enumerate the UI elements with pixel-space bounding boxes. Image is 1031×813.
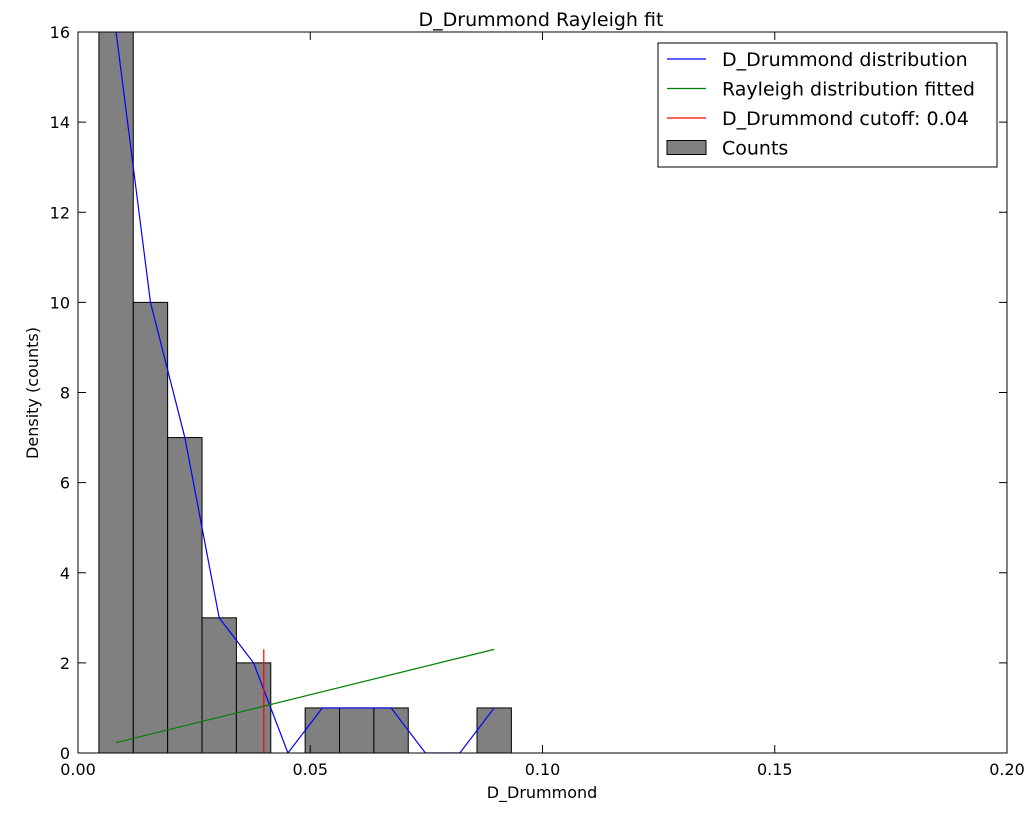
series-line	[115, 648, 495, 744]
y-tick-label: 10	[50, 293, 70, 312]
x-tick-label: 0.00	[60, 760, 96, 779]
x-tick-label: 0.20	[989, 760, 1025, 779]
histogram-bar	[132, 301, 169, 753]
legend-label: D_Drummond cutoff: 0.04	[722, 108, 969, 130]
chart-title: D_Drummond Rayleigh fit	[419, 9, 664, 31]
histogram-bar	[235, 662, 272, 753]
y-tick-label: 14	[50, 113, 70, 132]
y-axis-label: Density (counts)	[23, 327, 42, 459]
histogram-bar	[476, 707, 512, 753]
y-tick-label: 12	[50, 203, 70, 222]
y-tick-label: 6	[60, 474, 70, 493]
legend-swatch	[666, 140, 707, 155]
histogram-bar	[98, 32, 134, 753]
y-axis: 0 2 4 6 8 10 12 14 16	[50, 23, 1007, 763]
x-axis-label: D_Drummond	[487, 783, 598, 803]
y-tick-label: 16	[50, 23, 70, 42]
legend-label: D_Drummond distribution	[722, 49, 968, 71]
x-axis: 0.00 0.05 0.10 0.15 0.20	[60, 32, 1025, 779]
histogram-bar	[167, 437, 203, 753]
histogram-bar	[373, 707, 409, 753]
legend-label: Rayleigh distribution fitted	[722, 79, 975, 101]
y-tick-label: 0	[60, 744, 70, 763]
y-tick-label: 4	[60, 564, 70, 583]
x-tick-label: 0.10	[525, 760, 561, 779]
x-tick-label: 0.15	[757, 760, 793, 779]
legend-box	[657, 42, 998, 168]
legend-label: Counts	[722, 138, 788, 160]
y-tick-label: 8	[60, 384, 70, 403]
y-tick-label: 2	[60, 654, 70, 673]
histogram-bar	[201, 617, 237, 753]
x-tick-label: 0.05	[292, 760, 328, 779]
plot-area	[98, 32, 512, 753]
legend: D_Drummond distribution Rayleigh distribu…	[657, 42, 998, 168]
histogram-bar	[339, 707, 375, 753]
series-line	[115, 32, 495, 753]
